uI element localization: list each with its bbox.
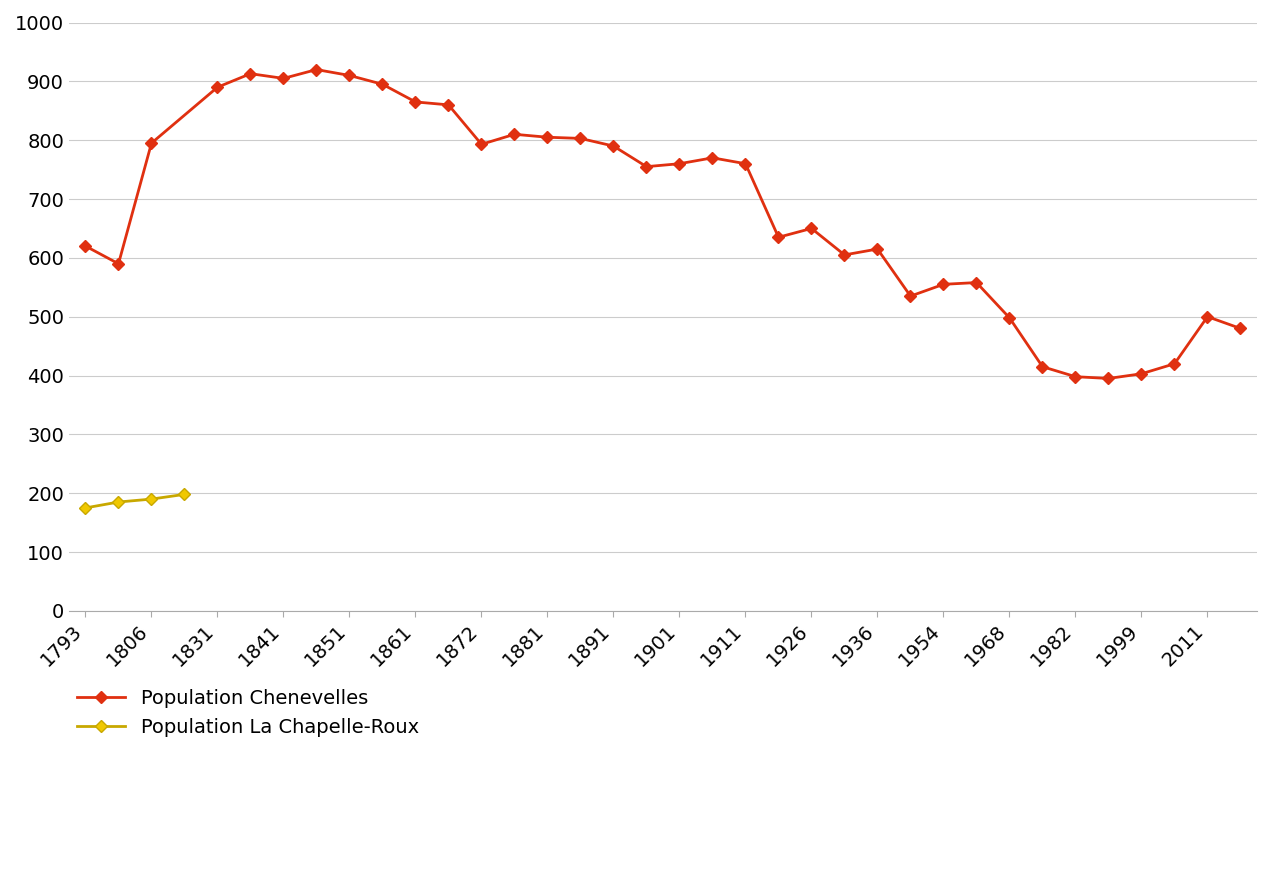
Line: Population Chenevelles: Population Chenevelles bbox=[81, 66, 1245, 382]
Population Chenevelles bbox=[1035, 361, 1051, 372]
Population La Chapelle-Roux bbox=[78, 502, 93, 513]
Population Chenevelles bbox=[771, 232, 786, 242]
Population Chenevelles bbox=[969, 277, 985, 288]
Population Chenevelles bbox=[210, 82, 225, 93]
Line: Population La Chapelle-Roux: Population La Chapelle-Roux bbox=[81, 490, 188, 512]
Population Chenevelles bbox=[1002, 312, 1018, 323]
Population La Chapelle-Roux bbox=[111, 497, 126, 507]
Population Chenevelles bbox=[605, 141, 621, 151]
Population Chenevelles bbox=[936, 279, 951, 290]
Population Chenevelles bbox=[837, 249, 852, 260]
Population Chenevelles bbox=[672, 158, 687, 169]
Population Chenevelles bbox=[506, 129, 522, 139]
Population Chenevelles bbox=[1068, 372, 1084, 382]
Population Chenevelles bbox=[1133, 368, 1149, 379]
Population Chenevelles bbox=[375, 79, 391, 89]
Population Chenevelles bbox=[144, 138, 159, 149]
Population La Chapelle-Roux bbox=[144, 493, 159, 504]
Population Chenevelles bbox=[309, 65, 324, 75]
Population Chenevelles bbox=[738, 158, 753, 169]
Population Chenevelles bbox=[441, 100, 457, 110]
Population Chenevelles bbox=[572, 133, 588, 144]
Population Chenevelles bbox=[111, 258, 126, 269]
Population Chenevelles bbox=[1166, 359, 1182, 369]
Population Chenevelles bbox=[1233, 323, 1248, 333]
Population Chenevelles bbox=[474, 139, 490, 150]
Population Chenevelles bbox=[903, 290, 918, 301]
Population Chenevelles bbox=[276, 74, 291, 84]
Population Chenevelles bbox=[1199, 312, 1215, 322]
Population Chenevelles bbox=[342, 70, 357, 80]
Population Chenevelles bbox=[705, 152, 720, 163]
Population La Chapelle-Roux bbox=[177, 489, 192, 500]
Population Chenevelles bbox=[243, 68, 258, 79]
Population Chenevelles bbox=[539, 132, 555, 143]
Population Chenevelles bbox=[639, 161, 654, 172]
Population Chenevelles bbox=[870, 244, 885, 255]
Population Chenevelles bbox=[804, 223, 819, 234]
Population Chenevelles bbox=[408, 96, 424, 107]
Population Chenevelles bbox=[1100, 374, 1116, 384]
Population Chenevelles bbox=[78, 241, 93, 251]
Legend: Population Chenevelles, Population La Chapelle-Roux: Population Chenevelles, Population La Ch… bbox=[69, 682, 427, 745]
